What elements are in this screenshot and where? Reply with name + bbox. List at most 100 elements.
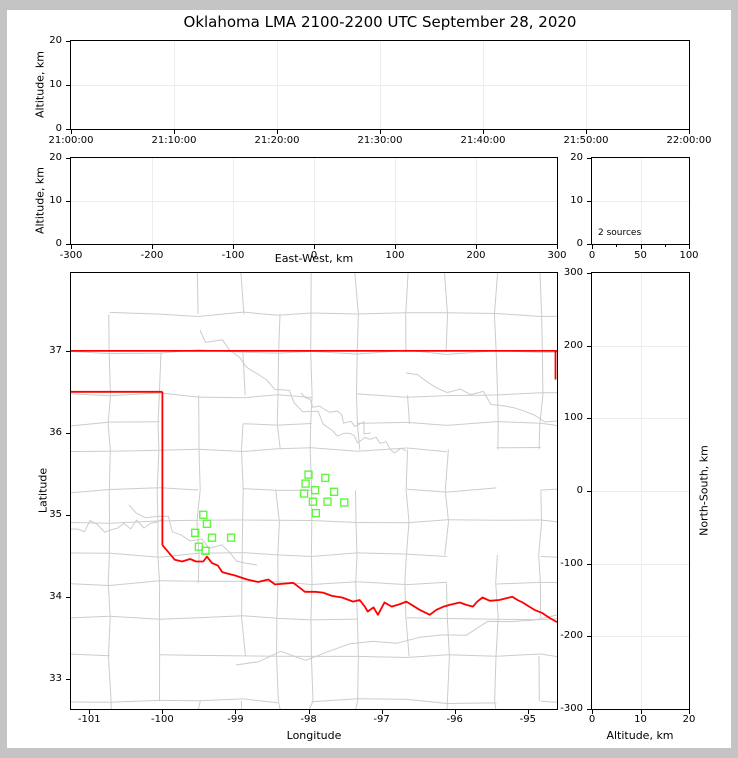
x-tick (277, 130, 278, 134)
x-tick-label: -101 (77, 714, 101, 725)
y-tick-label: 10 (49, 195, 62, 206)
x-tick-label: 0 (588, 250, 596, 261)
x-tick (314, 245, 315, 249)
y-tick-label: -200 (560, 630, 583, 642)
gridline-horizontal (592, 201, 689, 202)
x-axis-label: East-West, km (274, 252, 354, 265)
x-tick-label: -200 (140, 250, 164, 261)
x-tick-label: 22:00:00 (666, 135, 712, 146)
x-tick-label: 10 (634, 714, 647, 725)
x-minor-tick (616, 245, 618, 247)
y-tick-label: 0 (576, 238, 583, 249)
y-tick (587, 158, 591, 159)
x-tick-label: -97 (373, 714, 390, 725)
y-tick (66, 158, 70, 159)
y-axis-label-right: North-South, km (697, 445, 711, 536)
x-tick-label: 20 (682, 714, 696, 725)
y-tick (66, 41, 70, 42)
y-tick (587, 491, 591, 492)
x-tick-label: -95 (519, 714, 536, 725)
x-tick-label: 50 (634, 250, 647, 261)
y-tick-label: 10 (49, 79, 62, 90)
x-tick-label: 0 (588, 714, 596, 725)
x-tick (308, 710, 310, 714)
x-tick (586, 130, 587, 134)
y-tick (66, 350, 70, 352)
gridline-horizontal (71, 85, 689, 86)
y-tick-label: 0 (576, 485, 583, 496)
x-tick-label: 200 (466, 250, 486, 261)
x-tick-label: 0 (310, 250, 318, 261)
state-border (71, 350, 557, 623)
lma-station-marker (329, 487, 339, 497)
y-tick-label: 37 (49, 344, 62, 356)
y-tick-label: 0 (55, 238, 62, 249)
x-tick (689, 710, 690, 714)
x-tick-label: -100 (221, 250, 245, 261)
y-axis-label: Latitude (36, 467, 50, 514)
gridline-horizontal (592, 418, 689, 420)
lma-station-marker (201, 546, 210, 555)
y-tick (587, 418, 591, 420)
y-tick-label: 33 (49, 672, 62, 684)
lma-station-marker (310, 485, 320, 495)
source-count-annotation: 2 sources (598, 228, 642, 238)
lma-station-marker (199, 510, 208, 520)
y-tick-label: 100 (563, 412, 583, 424)
lma-station-marker (226, 533, 236, 542)
x-tick (689, 245, 690, 249)
panel-plan-view-map (70, 272, 558, 710)
y-tick-label: 36 (49, 426, 62, 438)
x-tick (152, 245, 153, 249)
x-tick (235, 710, 237, 714)
gridline-horizontal (71, 201, 557, 202)
x-tick (380, 130, 381, 134)
x-tick (592, 245, 593, 249)
y-tick (66, 244, 70, 245)
y-tick-label: 10 (570, 195, 583, 206)
x-tick-label: 21:50:00 (563, 135, 609, 146)
y-tick (587, 201, 591, 202)
lma-station-marker (323, 497, 332, 506)
x-tick-label: -99 (227, 714, 244, 725)
lma-stations (190, 470, 349, 555)
x-tick-label: 21:00:00 (48, 135, 94, 146)
gridline-horizontal (592, 636, 689, 638)
x-tick (233, 245, 234, 249)
x-tick (71, 130, 72, 134)
y-tick-label: 300 (563, 267, 583, 278)
x-tick-label: 300 (547, 250, 567, 261)
panel-altitude-vs-time (70, 40, 690, 130)
x-tick-label: -96 (446, 714, 463, 725)
x-tick-label: 21:30:00 (357, 135, 403, 146)
x-tick (527, 710, 529, 714)
y-tick-label: 34 (49, 590, 62, 602)
river-lines (71, 329, 557, 666)
y-tick (587, 345, 591, 347)
x-tick (454, 710, 456, 714)
lma-station-marker (301, 479, 310, 488)
county-boundaries (71, 273, 557, 709)
x-tick-label: -98 (300, 714, 317, 725)
y-tick (587, 709, 591, 710)
x-tick (162, 710, 164, 714)
x-tick-label: -300 (59, 250, 83, 261)
y-tick (66, 85, 70, 86)
x-tick-label: 21:20:00 (254, 135, 300, 146)
x-tick-label: 21:10:00 (151, 135, 197, 146)
x-tick (592, 710, 593, 714)
y-tick (587, 273, 591, 274)
y-tick (66, 201, 70, 202)
gridline-horizontal (592, 491, 689, 492)
y-tick (66, 596, 70, 598)
x-minor-tick (664, 245, 666, 247)
x-tick (395, 245, 396, 249)
y-tick-label: 20 (49, 152, 62, 163)
panel-altitude-histogram: 2 sources (591, 157, 690, 245)
panel-northsouth-vs-altitude (591, 272, 690, 710)
y-tick-label: 20 (49, 35, 62, 46)
lma-station-marker (190, 528, 200, 537)
chart-title: Oklahoma LMA 2100-2200 UTC September 28,… (183, 13, 577, 31)
lma-station-marker (340, 498, 349, 507)
y-tick-label: 200 (563, 339, 583, 351)
